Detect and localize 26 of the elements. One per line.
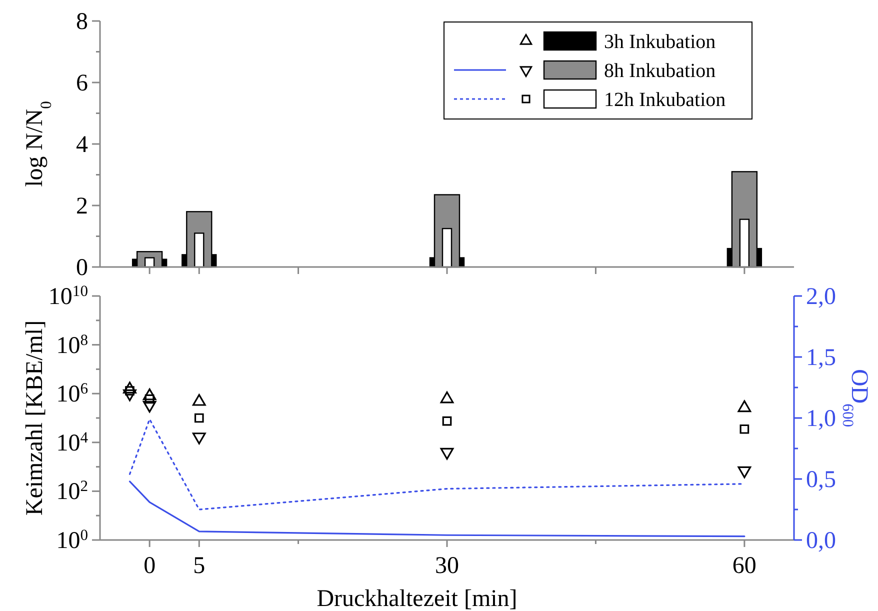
y-tick-label: 0 — [76, 255, 88, 281]
y-tick-label: 2 — [76, 194, 88, 220]
y-tick-label: 10$^{2}$ — [56, 478, 88, 506]
y-tick-label: 10$^{0}$ — [56, 526, 88, 554]
y-tick-label: 4 — [76, 132, 88, 158]
y-tick-label: 10$^{10}$ — [48, 282, 88, 310]
y2-tick-label: 2,0 — [806, 284, 836, 310]
legend-label: 8h Inkubation — [604, 60, 716, 82]
y-tick-label: 10$^{4}$ — [56, 428, 88, 456]
y2-tick-label: 1,5 — [806, 345, 836, 371]
y2-tick-label: 1,0 — [806, 406, 836, 432]
y-tick-label: 10$^{6}$ — [56, 380, 88, 408]
x-tick-label: 5 — [193, 553, 206, 579]
x-tick-label: 60 — [732, 553, 756, 579]
x-tick-label: 30 — [435, 553, 459, 579]
y2-tick-label: 0,5 — [806, 467, 836, 493]
y-tick-label: 8 — [76, 9, 88, 35]
legend-label: 3h Inkubation — [604, 31, 716, 53]
line-series — [128, 480, 746, 538]
y-tick-label: 6 — [76, 70, 88, 96]
legend-label: 12h Inkubation — [604, 89, 726, 111]
x-axis-title: Druckhaltezeit [min] — [316, 586, 518, 611]
x-tick-label: 0 — [144, 553, 156, 579]
y-tick-label: 10$^{8}$ — [56, 331, 88, 359]
y2-tick-label: 0,0 — [806, 528, 836, 554]
y-axis-title: Keimzahl [KBE/ml] — [22, 320, 48, 516]
